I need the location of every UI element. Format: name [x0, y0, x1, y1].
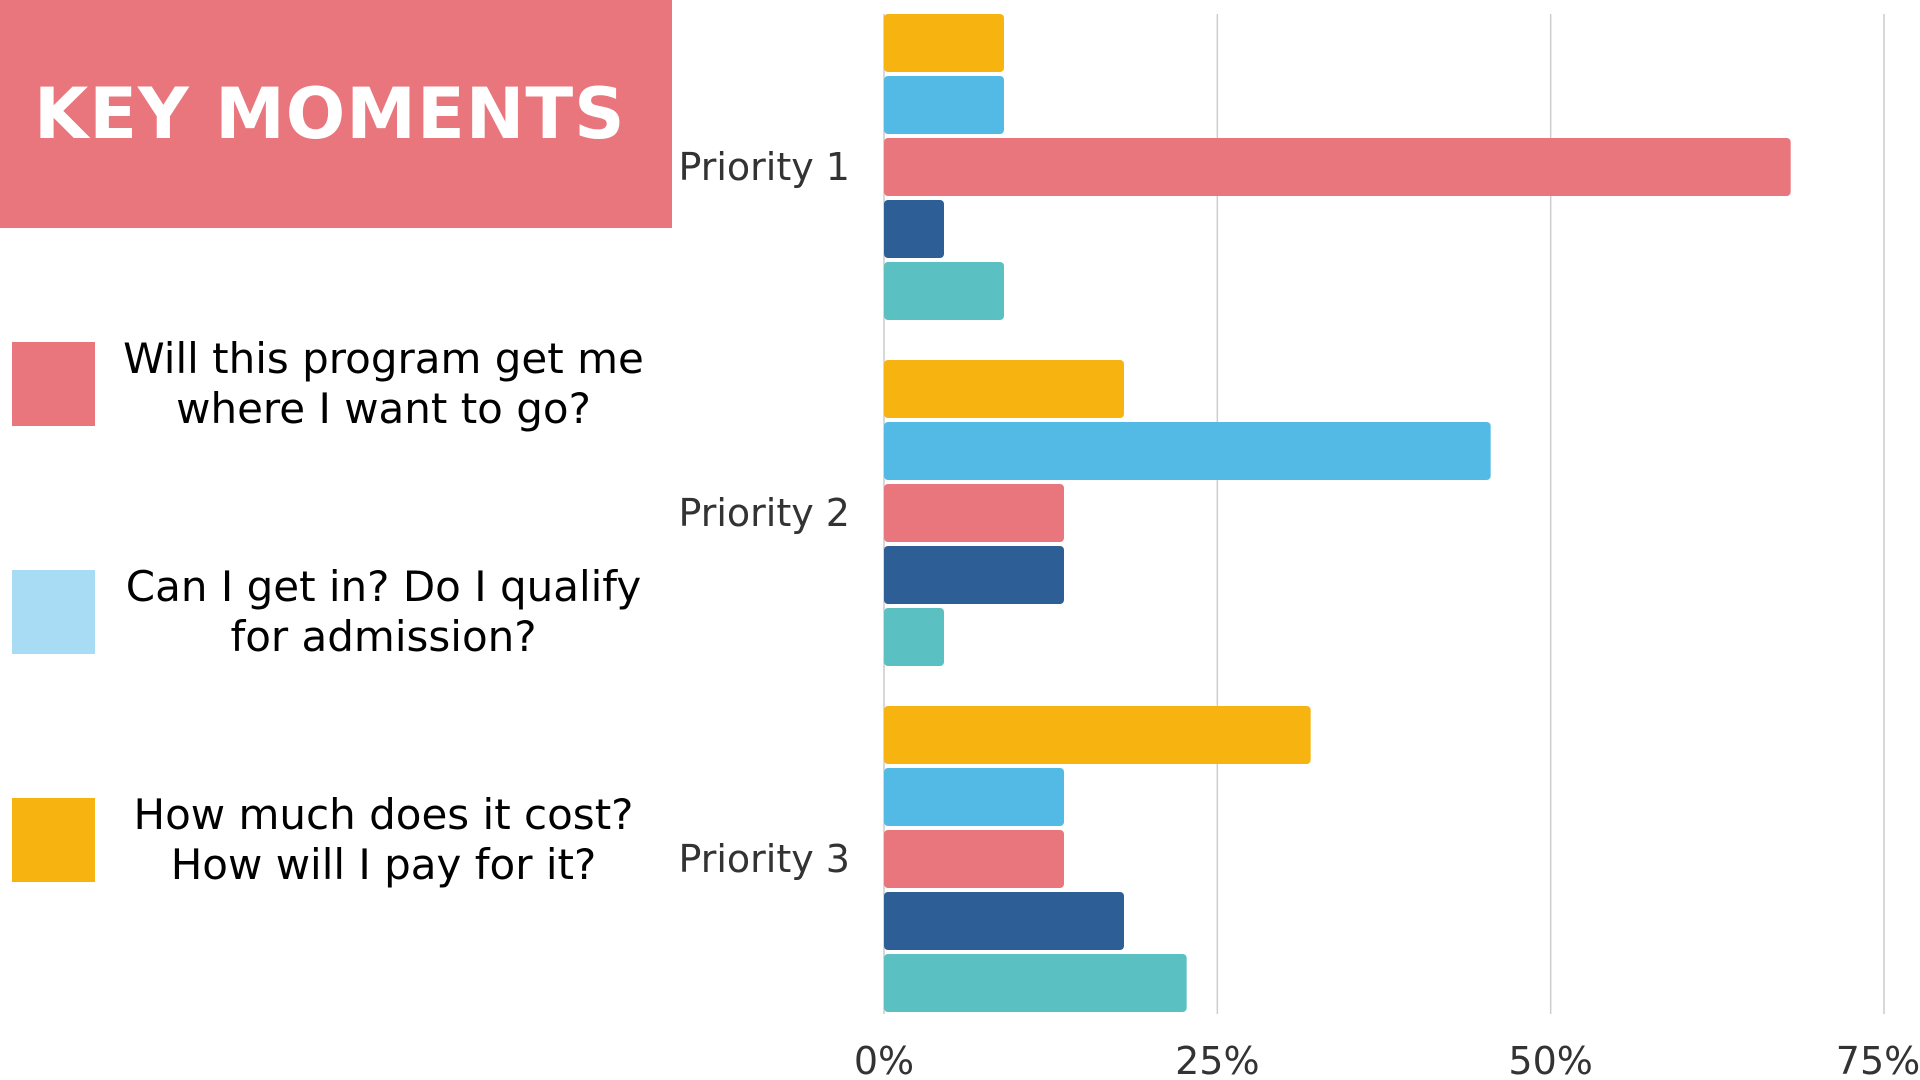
legend-label-cost: How much does it cost? How will I pay fo… [133, 790, 634, 889]
bar [884, 360, 1124, 418]
bar [884, 954, 1187, 1012]
bar [884, 546, 1064, 604]
x-tick-label: 50% [1508, 1039, 1592, 1080]
legend-swatch-yellow [12, 798, 95, 882]
category-label: Priority 1 [678, 145, 850, 189]
bar [884, 138, 1791, 196]
bar [884, 262, 1004, 320]
legend-item-cost: How much does it cost? How will I pay fo… [12, 790, 672, 889]
bar [884, 706, 1311, 764]
legend: Will this program get me where I want to… [0, 0, 672, 1080]
x-tick-label: 75% [1836, 1039, 1920, 1080]
bar [884, 892, 1124, 950]
legend-item-program-outcome: Will this program get me where I want to… [12, 334, 672, 433]
category-label: Priority 2 [678, 491, 850, 535]
bar [884, 422, 1491, 480]
bar [884, 200, 944, 258]
legend-item-admission: Can I get in? Do I qualify for admission… [12, 562, 672, 661]
bar [884, 830, 1064, 888]
legend-swatch-light-blue [12, 570, 95, 654]
page-title: KEY MOMENTS [34, 73, 626, 155]
bar [884, 608, 944, 666]
legend-swatch-red [12, 342, 95, 426]
x-tick-label: 0% [854, 1039, 914, 1080]
bar [884, 76, 1004, 134]
legend-label-program-outcome: Will this program get me where I want to… [123, 334, 644, 433]
key-moments-banner: KEY MOMENTS [0, 0, 672, 228]
bar [884, 768, 1064, 826]
category-label: Priority 3 [678, 837, 850, 881]
legend-label-admission: Can I get in? Do I qualify for admission… [125, 562, 642, 661]
bar [884, 14, 1004, 72]
bar [884, 484, 1064, 542]
x-tick-label: 25% [1175, 1039, 1259, 1080]
